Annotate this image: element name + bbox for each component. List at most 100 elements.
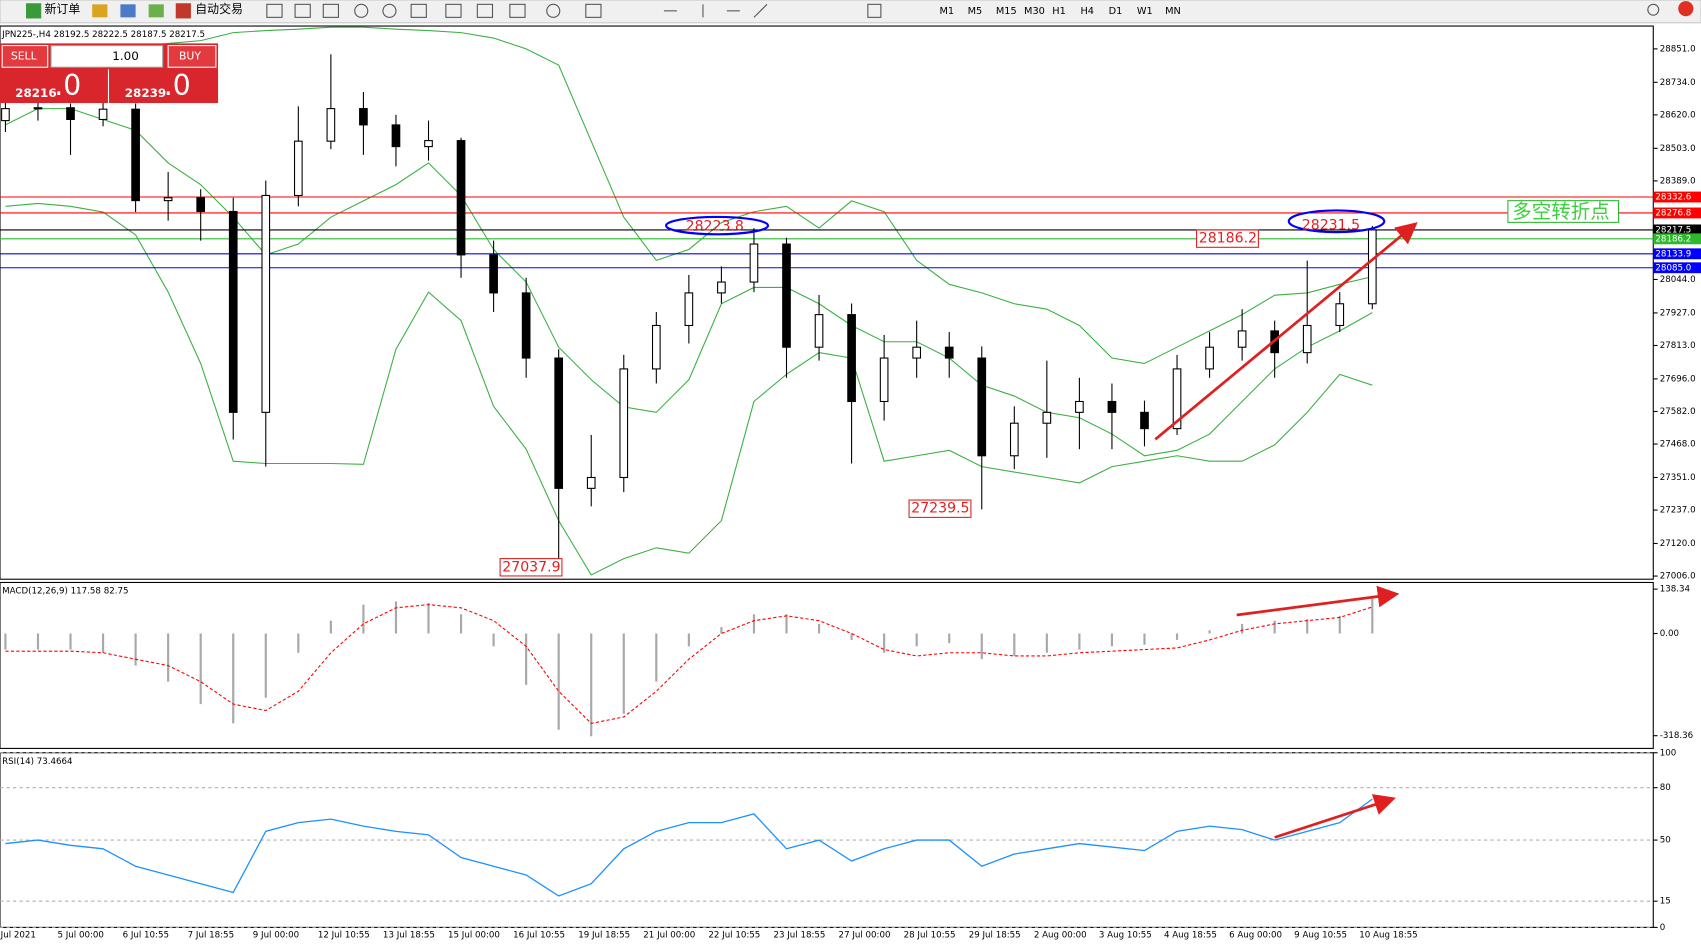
icon[interactable] [354,3,369,18]
icon[interactable] [445,3,462,18]
buy-price-frac[interactable]: .0 [164,69,191,102]
candle-body [554,357,564,489]
timeframe-button[interactable]: W1 [1137,6,1153,17]
indicator-title: RSI(14) 73.4664 [2,757,73,767]
auto-trade[interactable]: 自动交易 [195,2,243,16]
auto-trade-icon[interactable] [175,3,191,19]
y-tick-label: 27120.0 [1660,539,1696,549]
x-tick-label: 13 Jul 18:55 [383,930,435,940]
buy-price[interactable]: 28239 [125,86,166,100]
sell-label[interactable]: SELL [11,49,37,62]
candle-body [1140,411,1149,430]
candle-body [1107,400,1117,413]
price-label-box [1653,224,1701,236]
icon[interactable] [322,3,340,18]
icon[interactable] [546,3,561,18]
candle-body [163,197,173,202]
timeframe-button[interactable]: H4 [1080,6,1094,17]
price-label-box [1653,233,1701,245]
candle-body [1367,229,1377,305]
toolbar-bg [0,0,1701,24]
sell-price-frac[interactable]: .0 [54,69,81,102]
y-tick-label: 50 [1660,836,1671,846]
icon[interactable] [509,3,526,18]
y-tick-label: 15 [1660,897,1671,907]
y-tick-label: -318.36 [1660,731,1693,741]
sell-button[interactable] [1,45,49,68]
icon[interactable] [120,4,136,18]
x-tick-label: 15 Jul 00:00 [448,930,500,940]
timeframe-button[interactable]: MN [1165,6,1181,17]
price-annotation: 28231.5 [1302,218,1360,234]
annotations: 28223.8 28231.5 28186.2 27239.5 27037.9 … [499,200,1620,839]
candle-body [33,107,43,110]
price-label: 28276.8 [1655,208,1691,218]
candle-body [782,243,791,348]
timeframe-button[interactable]: M30 [1024,6,1045,17]
icon[interactable] [148,4,164,18]
icon[interactable] [867,3,882,18]
x-tick-label: 2 Aug 00:00 [1034,930,1087,940]
candle-body [717,281,726,294]
search-icon[interactable] [1647,3,1660,16]
candle-body [489,254,498,294]
x-tick-label: 6 Jul 10:55 [123,930,169,940]
new-order-icon[interactable] [26,3,42,19]
y-tick-label: 28851.0 [1660,44,1696,54]
x-tick-label: 12 Jul 10:55 [318,930,370,940]
trend-arrow [1154,222,1418,441]
sell-price[interactable]: 28216 [15,86,56,100]
timeframe-button[interactable]: D1 [1109,6,1123,17]
y-tick-label: 28620.0 [1660,110,1696,120]
notification-badge[interactable] [1678,1,1694,17]
icon[interactable] [585,3,602,18]
x-tick-label: 21 Jul 00:00 [643,930,695,940]
candle-body [879,357,889,403]
price-label: 28186.2 [1655,234,1691,244]
y-tick-label: 27468.0 [1660,440,1696,450]
buy-label[interactable]: BUY [179,49,201,62]
price-annotation: 27239.5 [911,501,969,517]
y-tick-label: 27696.0 [1660,374,1696,384]
y-tick-label: 28503.0 [1660,144,1696,154]
price-label-box [1653,191,1701,203]
new-order[interactable]: 新订单 [44,2,80,16]
x-tick-label: 1 Jul 2021 [0,930,36,940]
icon[interactable] [382,3,397,18]
icon[interactable] [294,3,311,18]
icon[interactable] [92,4,108,18]
y-tick-label: 0.00 [1660,629,1679,639]
indicator-title: JPN225-,H4 28192.5 28222.5 28187.5 28217… [1,30,205,40]
timeframe-button[interactable]: H1 [1052,6,1066,17]
lot-value[interactable]: 1.00 [112,49,139,63]
timeframe-button[interactable]: M5 [968,6,983,17]
price-label-box [1653,207,1701,219]
price-label-box [1653,262,1701,274]
timeframe-button[interactable]: M1 [939,6,954,17]
candle-body [1075,400,1084,413]
candle-body [359,108,368,126]
candle-body [1172,368,1182,430]
icon[interactable] [753,3,768,18]
lot-input[interactable] [50,45,164,68]
price-annotation: 28223.8 [686,219,744,235]
icon[interactable] [266,3,283,18]
y-tick-label: 80 [1660,783,1671,793]
icon[interactable] [410,3,427,18]
x-tick-label: 5 Jul 00:00 [57,930,103,940]
y-tick-label: 28389.0 [1660,176,1696,186]
x-tick-label: 4 Aug 18:55 [1164,930,1217,940]
timeframe-button[interactable]: M15 [996,6,1017,17]
candle-body [586,476,596,489]
annotation-box [908,499,972,518]
candle-body [1042,411,1052,424]
trend-arrow [1236,585,1400,617]
buy-button[interactable] [167,45,217,68]
trade-panel: SELL 1.00 BUY 28216 .0 28239 .0 [0,43,219,104]
candle-body [814,314,824,348]
chart-area: JPN225-,H4 28192.5 28222.5 28187.5 28217… [0,25,1701,940]
icon[interactable] [476,3,494,18]
candle-body [391,124,401,148]
